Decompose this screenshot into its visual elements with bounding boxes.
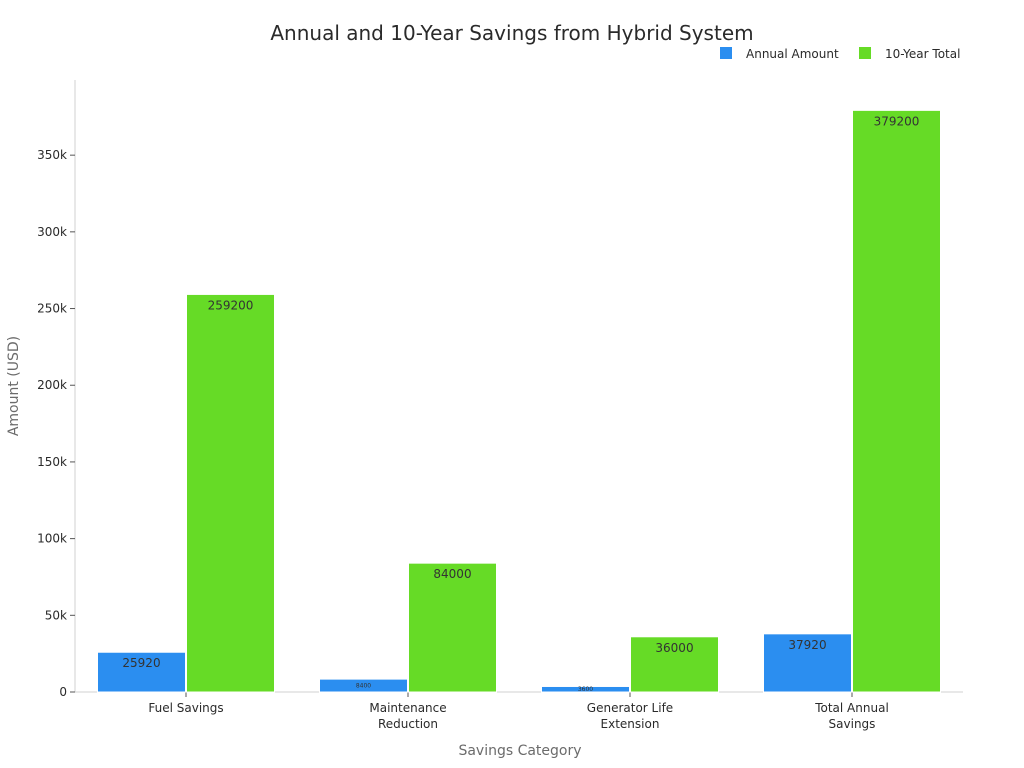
bar-value-label: 379200 xyxy=(874,114,920,128)
chart-title: Annual and 10-Year Savings from Hybrid S… xyxy=(270,21,753,45)
y-tick-label: 50k xyxy=(45,608,67,622)
bar-annual xyxy=(319,678,408,693)
legend-label: Annual Amount xyxy=(746,47,839,61)
bar-value-label: 37920 xyxy=(788,638,826,652)
legend: Annual Amount 10-Year Total xyxy=(720,47,960,61)
x-axis-title: Savings Category xyxy=(458,743,581,759)
bar-annual xyxy=(97,651,186,693)
y-tick-label: 150k xyxy=(37,455,67,469)
bar-ten-year xyxy=(630,636,719,693)
y-tick-label: 100k xyxy=(37,532,67,546)
y-tick-label: 250k xyxy=(37,302,67,316)
y-axis-title: Amount (USD) xyxy=(6,336,22,436)
legend-swatch xyxy=(859,47,871,59)
bar-value-label: 25920 xyxy=(122,656,160,670)
bar-ten-year xyxy=(408,562,497,693)
bar-annual xyxy=(541,685,630,693)
bar-value-label: 8400 xyxy=(356,683,371,690)
bar-value-label: 36000 xyxy=(655,641,693,655)
legend-label: 10-Year Total xyxy=(885,47,960,61)
bar-annual xyxy=(763,633,852,693)
x-tick-label: Maintenance Reduction xyxy=(369,701,446,731)
y-tick-label: 300k xyxy=(37,225,67,239)
x-tick-label: Fuel Savings xyxy=(148,701,223,715)
legend-swatch xyxy=(720,47,732,59)
x-tick-label: Total Annual Savings xyxy=(814,701,889,731)
bar-value-label: 259200 xyxy=(208,298,254,312)
bars: 25920 259200 8400 84000 3600 36000 37920 379200 xyxy=(97,109,941,693)
y-tick-label: 200k xyxy=(37,378,67,392)
x-tick-label: Generator Life Extension xyxy=(587,701,673,731)
y-tick-label: 0 xyxy=(59,685,67,699)
bar-value-label: 84000 xyxy=(433,567,471,581)
y-tick-label: 350k xyxy=(37,148,67,162)
y-axis: 0 50k 100k 150k 200k 250k 300k 350k xyxy=(37,80,76,699)
bar-value-label: 3600 xyxy=(578,686,593,693)
bar-ten-year xyxy=(852,109,941,693)
bar-ten-year xyxy=(186,293,275,693)
x-axis: Fuel Savings Maintenance Reduction Generato… xyxy=(75,691,963,731)
